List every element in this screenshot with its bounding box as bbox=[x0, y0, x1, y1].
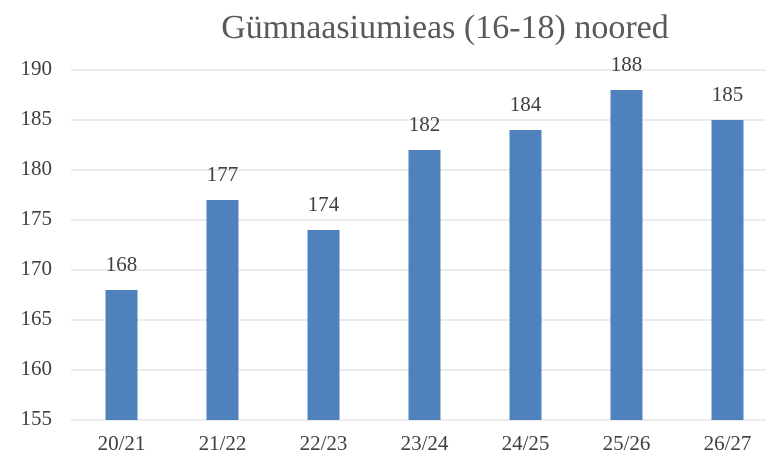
y-tick-label: 185 bbox=[21, 106, 53, 130]
y-tick-label: 155 bbox=[21, 406, 53, 430]
y-tick-label: 170 bbox=[21, 256, 53, 280]
data-label: 188 bbox=[611, 52, 643, 76]
x-tick-label: 23/24 bbox=[401, 431, 449, 455]
bar bbox=[711, 120, 744, 420]
bar bbox=[408, 150, 441, 420]
x-tick-label: 24/25 bbox=[502, 431, 550, 455]
bar bbox=[307, 230, 340, 420]
data-label: 177 bbox=[207, 162, 239, 186]
bar bbox=[206, 200, 239, 420]
y-tick-label: 175 bbox=[21, 206, 53, 230]
x-tick-label: 26/27 bbox=[704, 431, 752, 455]
x-tick-label: 21/22 bbox=[199, 431, 247, 455]
x-tick-label: 25/26 bbox=[603, 431, 651, 455]
data-label: 184 bbox=[510, 92, 542, 116]
x-tick-label: 22/23 bbox=[300, 431, 348, 455]
bar bbox=[105, 290, 138, 420]
chart-title: Gümnaasiumieas (16-18) noored bbox=[221, 9, 669, 46]
data-label: 168 bbox=[106, 252, 138, 276]
data-label: 182 bbox=[409, 112, 441, 136]
bar bbox=[509, 130, 542, 420]
data-label: 185 bbox=[712, 82, 744, 106]
y-tick-label: 160 bbox=[21, 356, 53, 380]
y-tick-label: 165 bbox=[21, 306, 53, 330]
x-tick-label: 20/21 bbox=[98, 431, 146, 455]
y-tick-label: 190 bbox=[21, 56, 53, 80]
data-label: 174 bbox=[308, 192, 340, 216]
y-tick-label: 180 bbox=[21, 156, 53, 180]
bar bbox=[610, 90, 643, 420]
